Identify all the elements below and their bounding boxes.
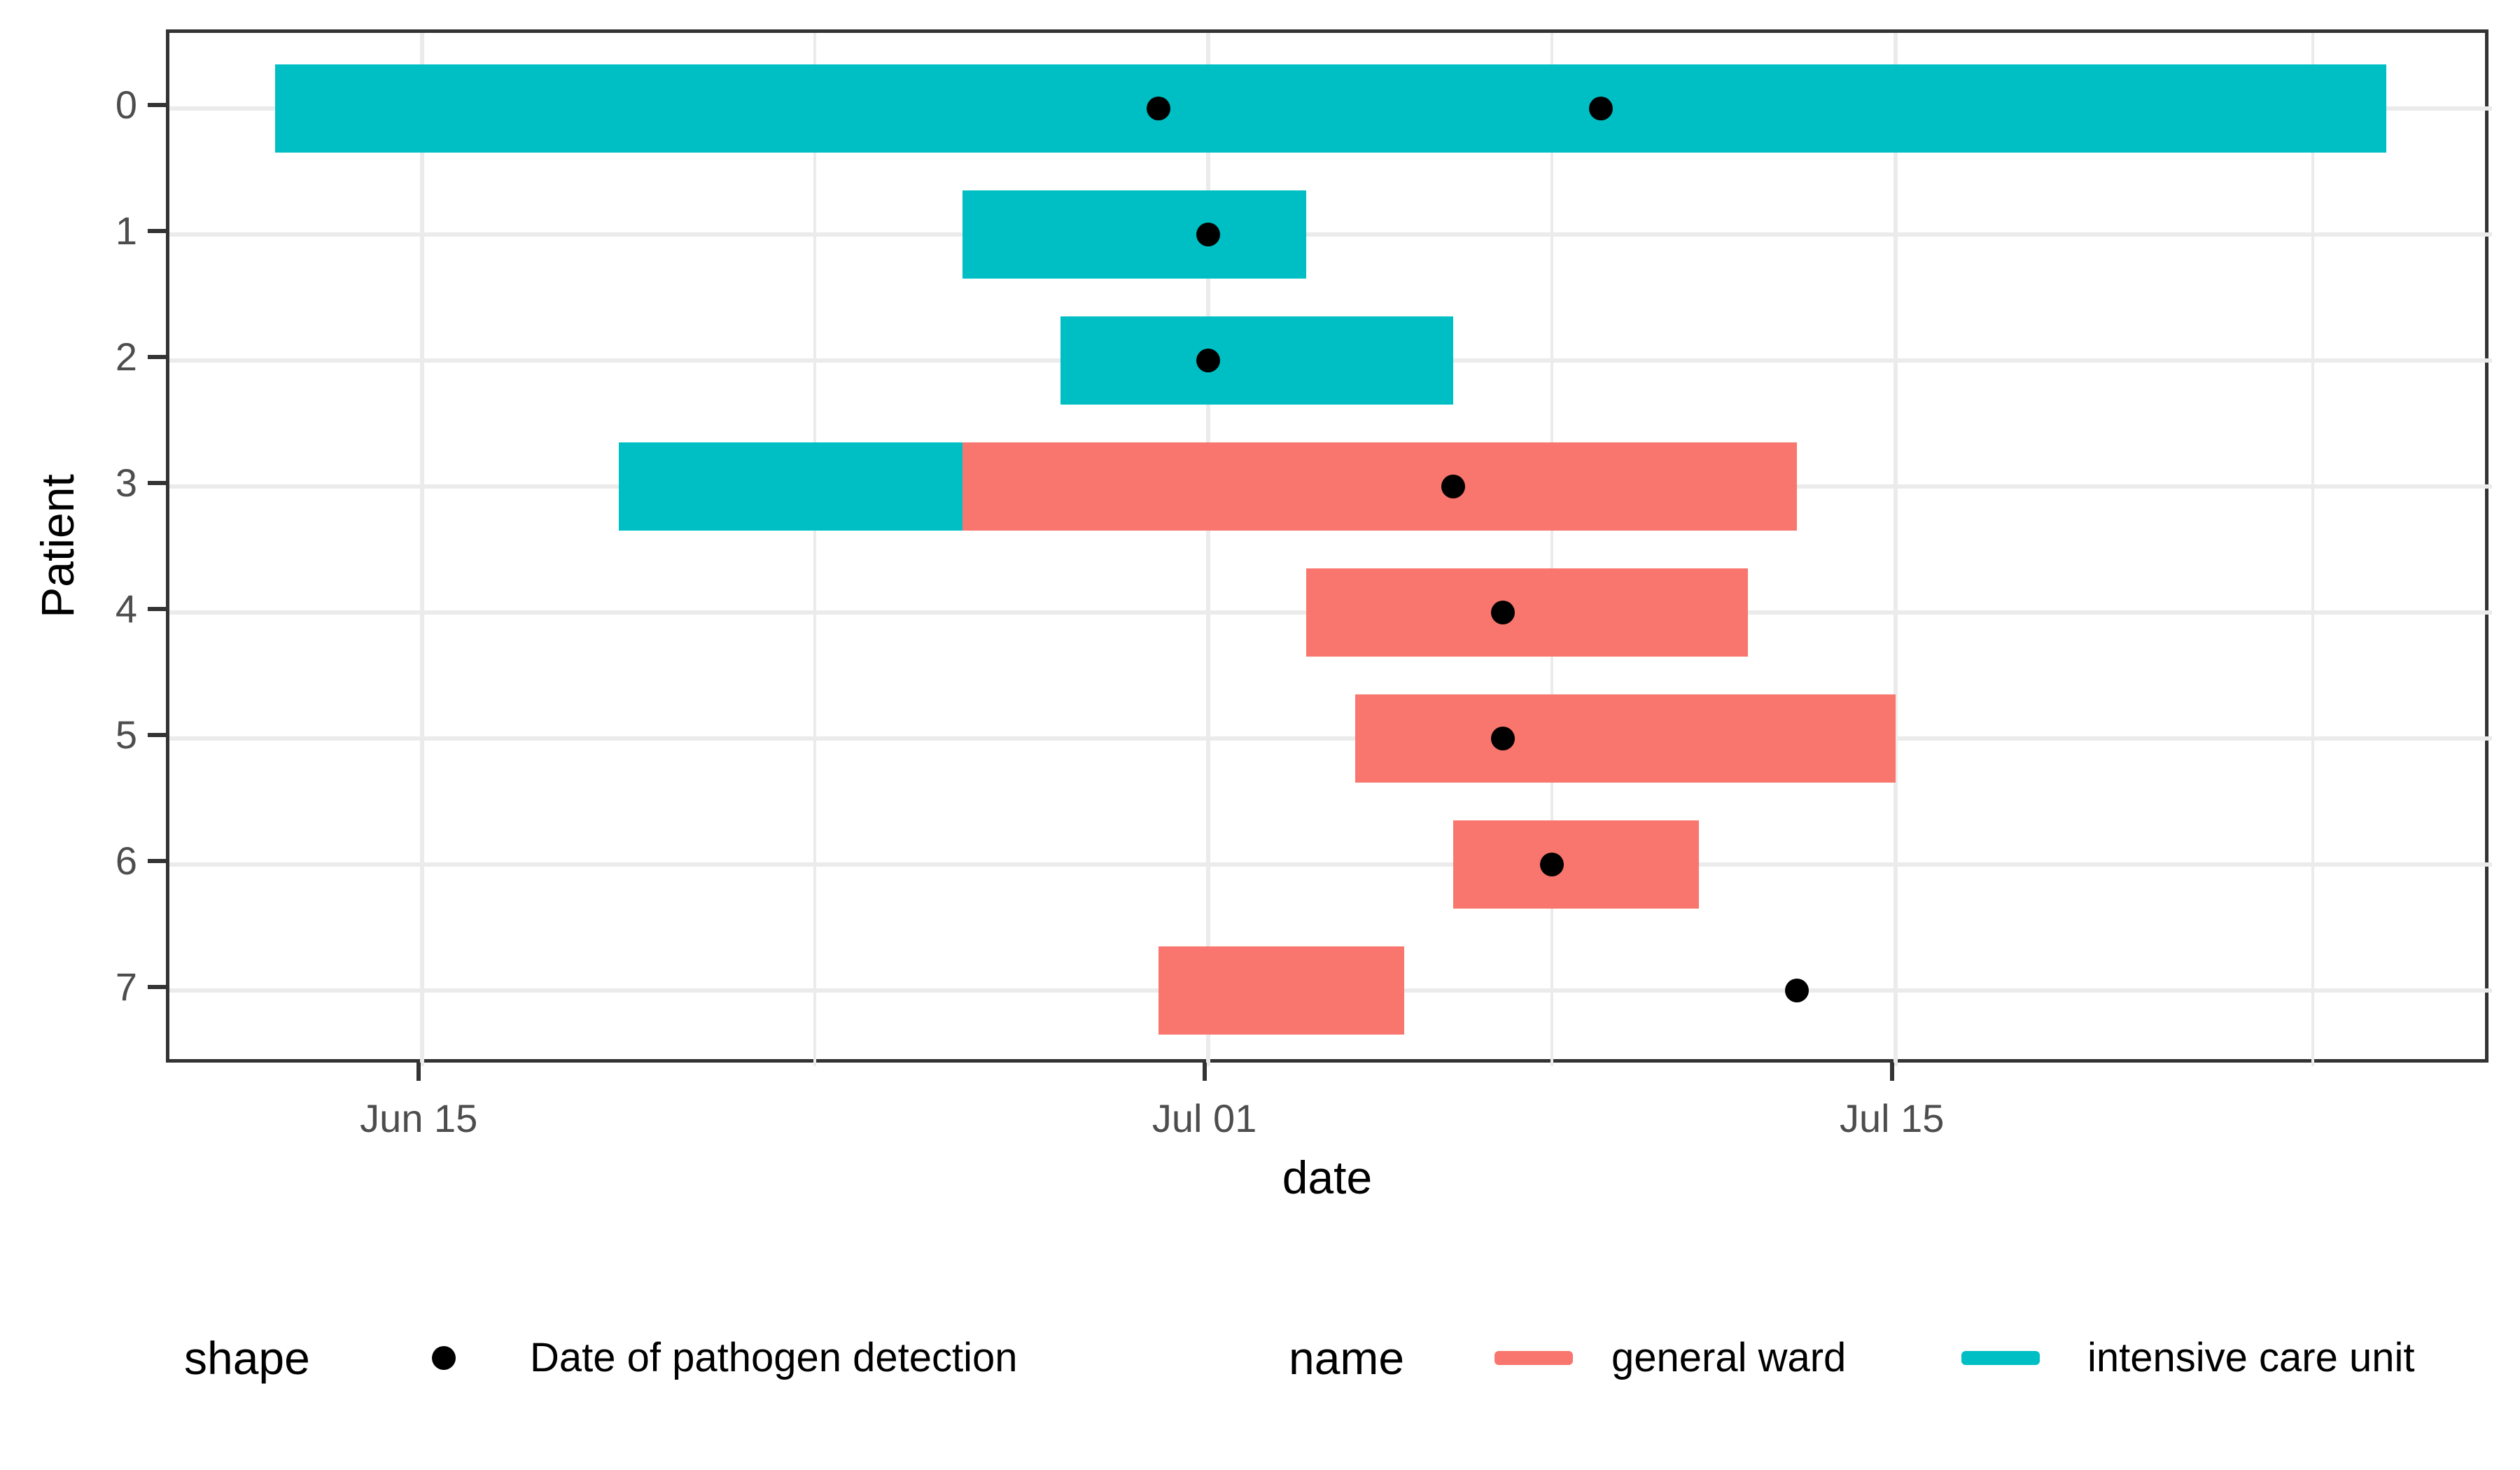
y-tick-label-0: 0 [115, 83, 137, 127]
detection-dot-patient-3 [1441, 475, 1466, 498]
detection-dot-layer [169, 33, 2485, 1059]
gridline-row-6 [169, 862, 2492, 867]
legend-icu-key [1961, 1351, 2040, 1365]
detection-dot-patient-6 [1539, 853, 1564, 876]
x-tick-label-jul-01: Jul 01 [1152, 1096, 1257, 1140]
y-tick-label-7: 7 [115, 965, 137, 1009]
gridline-major-jun-15 [420, 33, 425, 1066]
stay-bar-patient-3-intensive-care-unit [618, 442, 962, 531]
stay-bar-patient-1-intensive-care-unit [962, 190, 1306, 279]
y-tick-3 [148, 481, 166, 485]
y-tick-label-6: 6 [115, 839, 137, 883]
legend-shape-item-label: Date of pathogen detection [530, 1335, 1018, 1380]
stay-bar-patient-0-intensive-care-unit [274, 64, 2387, 153]
legend-name-title: name [1289, 1332, 1405, 1384]
detection-dot-patient-4 [1490, 601, 1515, 624]
detection-dot-patient-2 [1196, 349, 1220, 372]
detection-dot-patient-7 [1785, 979, 1809, 1002]
y-tick-0 [148, 103, 166, 107]
y-axis-title: Patient [31, 474, 83, 618]
gridline-major-jul-01 [1205, 33, 1210, 1066]
y-tick-2 [148, 355, 166, 359]
x-tick-jun-15 [416, 1063, 421, 1081]
gridline-minor [1550, 33, 1553, 1066]
y-tick-label-4: 4 [115, 587, 137, 631]
stay-bar-patient-4-general-ward [1306, 568, 1749, 657]
y-tick-5 [148, 733, 166, 737]
y-tick-7 [148, 985, 166, 989]
stay-bar-patient-3-general-ward [962, 442, 1798, 531]
detection-dot-patient-5 [1490, 727, 1515, 750]
x-tick-label-jun-15: Jun 15 [360, 1096, 478, 1140]
y-tick-6 [148, 859, 166, 863]
y-tick-1 [148, 229, 166, 233]
stay-bar-patient-5-general-ward [1355, 694, 1896, 783]
legend-general-ward-key [1494, 1351, 1573, 1365]
gridline-major-jul-15 [1893, 33, 1898, 1066]
y-tick-4 [148, 607, 166, 611]
detection-dot-patient-0 [1147, 97, 1171, 120]
plot-panel [166, 29, 2492, 1066]
gridline-minor [813, 33, 817, 1066]
legend-icu-label: intensive care unit [2087, 1335, 2415, 1380]
stay-bar-patient-2-intensive-care-unit [1060, 316, 1454, 405]
gridline-minor [2311, 33, 2314, 1066]
gridline-row-1 [169, 232, 2492, 237]
x-tick-jul-01 [1202, 1063, 1207, 1081]
stay-bar-patient-7-general-ward [1158, 946, 1405, 1035]
legend-general-ward-label: general ward [1611, 1335, 1847, 1380]
detection-dot-patient-0 [1588, 97, 1613, 120]
gridline-row-5 [169, 736, 2492, 741]
stay-bar-patient-6-general-ward [1453, 820, 1700, 909]
x-tick-jul-15 [1889, 1063, 1894, 1081]
legend-shape-title: shape [184, 1332, 310, 1384]
y-tick-label-1: 1 [115, 209, 137, 253]
legend-detection-dot-key [432, 1346, 456, 1370]
stay-bar-layer [169, 33, 2485, 1059]
y-tick-label-5: 5 [115, 713, 137, 757]
y-tick-label-2: 2 [115, 335, 137, 379]
y-tick-label-3: 3 [115, 461, 137, 505]
x-axis-title: date [1282, 1152, 1373, 1203]
x-tick-label-jul-15: Jul 15 [1839, 1096, 1945, 1140]
detection-dot-patient-1 [1196, 223, 1220, 246]
